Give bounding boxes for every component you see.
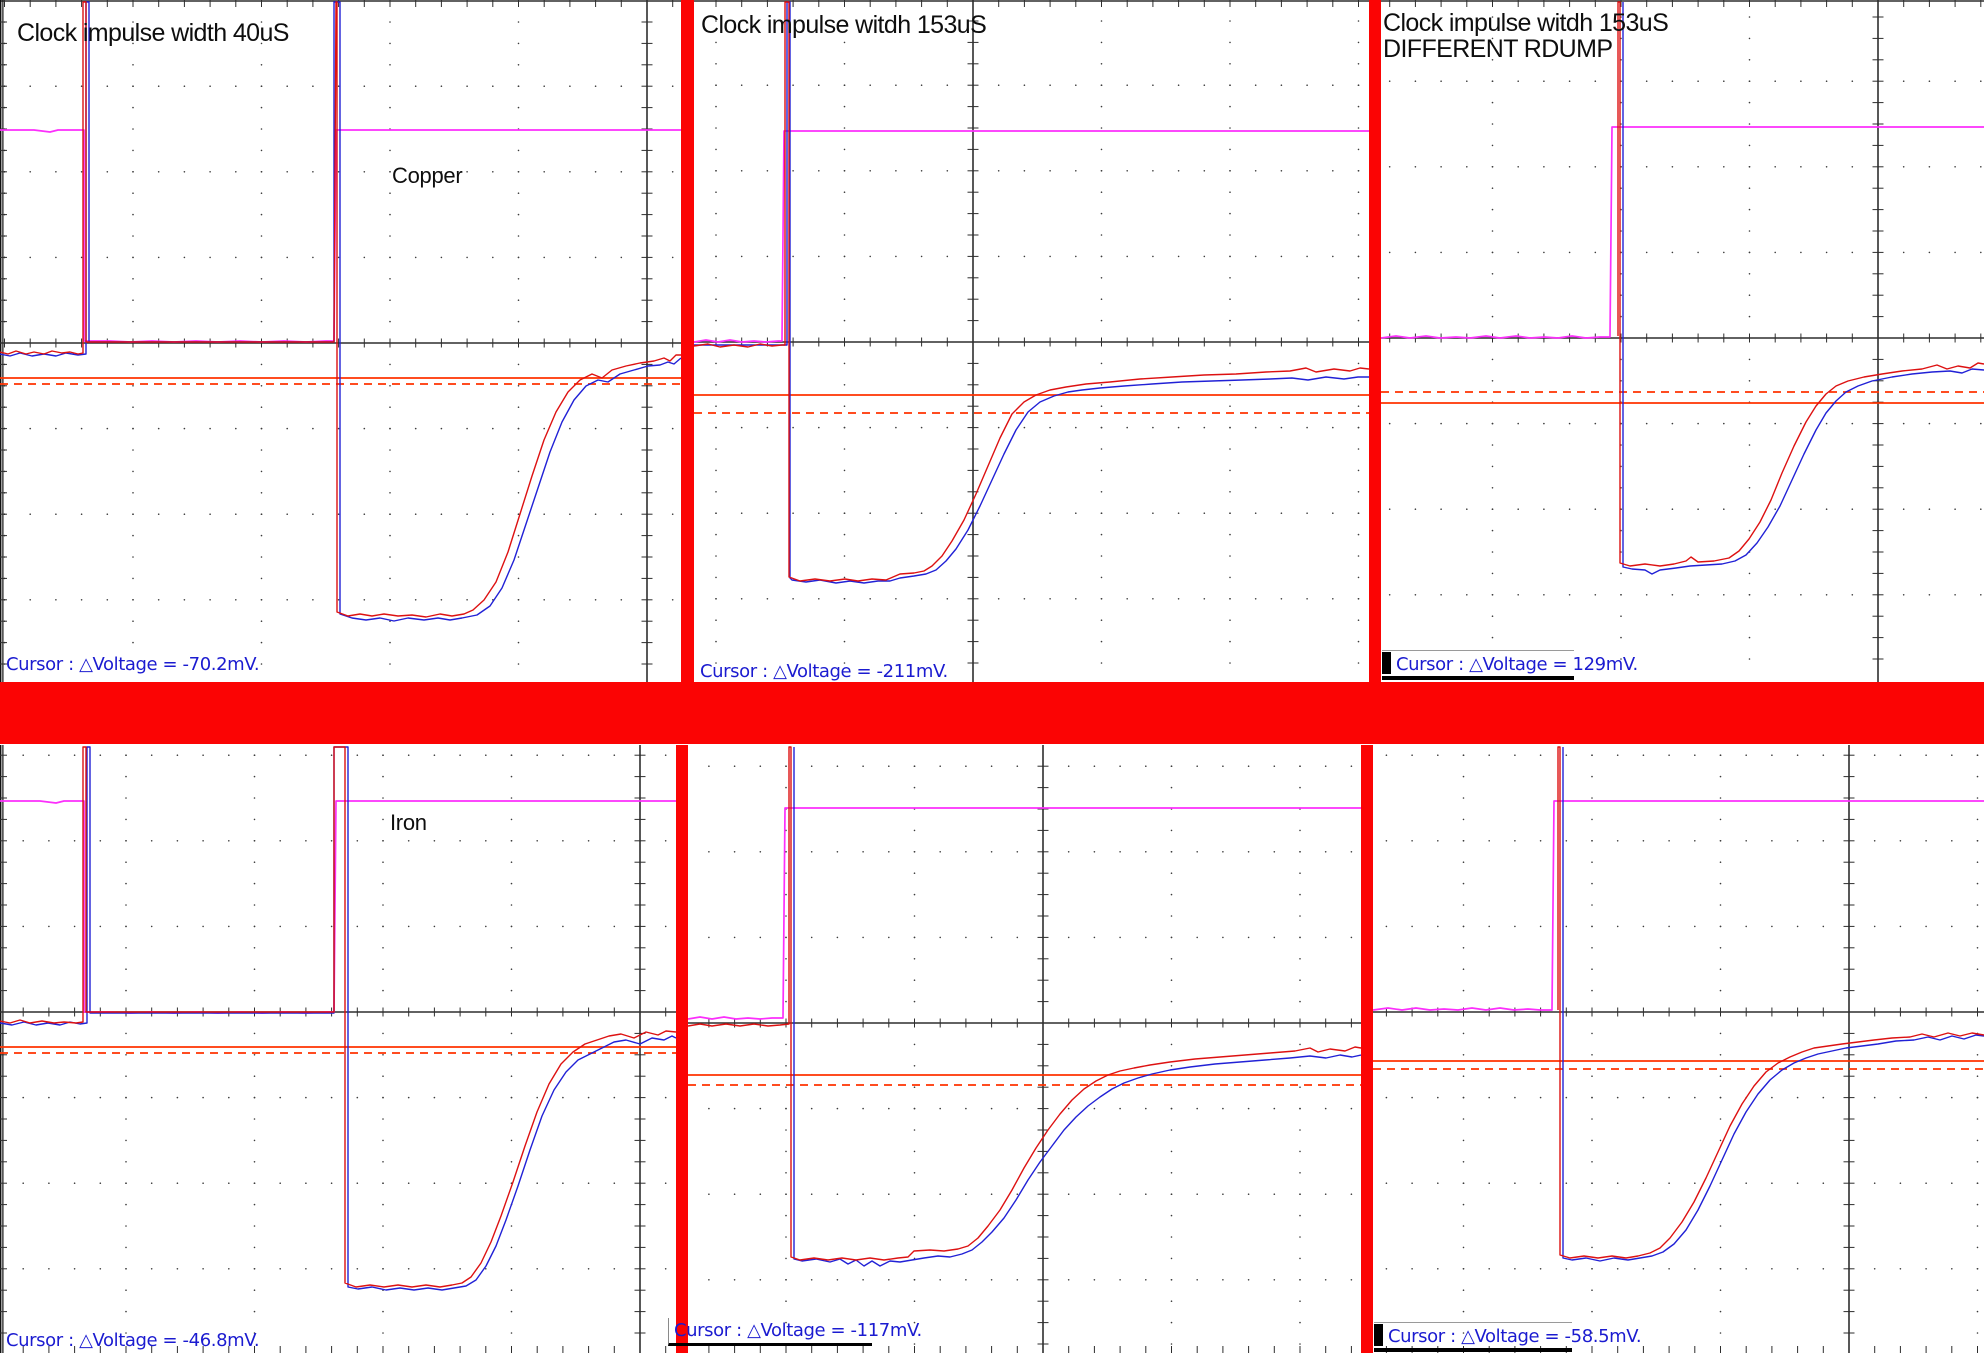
red-divider-vertical-2 (1369, 0, 1381, 682)
red-divider-vertical-4 (1361, 745, 1373, 1353)
panel-top-left (0, 0, 681, 682)
panel-bottom-left (0, 745, 676, 1353)
cursor-readout-text: Cursor : △Voltage = -58.5mV. (1388, 1326, 1642, 1347)
red-divider-horizontal (0, 682, 1984, 744)
cursor-readout: Cursor : △Voltage = -211mV. (700, 661, 948, 682)
cursor-readout-text: Cursor : △Voltage = -46.8mV. (6, 1330, 260, 1351)
cursor-readout: Cursor : △Voltage = -58.5mV. (1374, 1322, 1642, 1352)
red-divider-vertical-3 (676, 745, 688, 1353)
material-label: Copper (392, 163, 463, 188)
panel-top-middle (694, 0, 1369, 682)
material-label: Iron (390, 810, 427, 835)
panel-bottom-right (1373, 745, 1984, 1353)
red-divider-vertical-1 (681, 0, 694, 682)
cursor-readout-marker (1374, 1324, 1383, 1346)
panel-title: Clock impulse witdh 153uS DIFFERENT RDUM… (1383, 9, 1669, 63)
cursor-readout: Cursor : △Voltage = -46.8mV. (6, 1330, 260, 1351)
panel-top-right (1381, 0, 1984, 682)
cursor-readout: Cursor : △Voltage = 129mV. (1382, 650, 1638, 680)
cursor-readout-text: Cursor : △Voltage = -211mV. (700, 661, 948, 682)
cursor-readout-marker (1382, 652, 1391, 674)
panel-bottom-middle (688, 745, 1361, 1353)
cursor-readout-text: Cursor : △Voltage = 129mV. (1396, 654, 1638, 675)
panel-title: Clock impulse witdh 153uS (701, 11, 987, 39)
cursor-readout-text: Cursor : △Voltage = -117mV. (674, 1320, 922, 1341)
panel-title: Clock impulse width 40uS (17, 19, 289, 47)
cursor-readout: Cursor : △Voltage = -70.2mV. (6, 654, 260, 675)
cursor-readout: Cursor : △Voltage = -117mV. (668, 1318, 922, 1346)
cursor-readout-text: Cursor : △Voltage = -70.2mV. (6, 654, 260, 675)
